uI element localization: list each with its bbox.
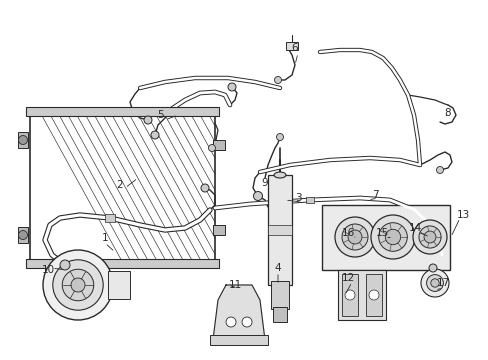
Text: 12: 12 (341, 273, 354, 283)
Circle shape (436, 166, 443, 174)
Ellipse shape (273, 282, 285, 288)
Circle shape (430, 279, 438, 287)
Circle shape (43, 250, 113, 320)
Text: 15: 15 (375, 228, 388, 238)
Bar (365, 274, 381, 316)
Circle shape (151, 131, 159, 139)
Circle shape (368, 290, 378, 300)
Bar (18, 132, 28, 148)
Circle shape (341, 224, 367, 250)
Circle shape (276, 134, 283, 140)
Text: 3: 3 (294, 193, 301, 203)
Circle shape (143, 116, 152, 124)
Circle shape (334, 217, 374, 257)
Text: 14: 14 (407, 223, 421, 233)
Text: 5: 5 (156, 110, 163, 120)
Bar (337, 270, 385, 320)
Bar (30, 110, 215, 265)
Circle shape (274, 77, 281, 84)
Polygon shape (213, 285, 264, 340)
Circle shape (378, 223, 407, 251)
Circle shape (385, 229, 400, 245)
Text: 13: 13 (455, 210, 468, 220)
Ellipse shape (273, 172, 285, 178)
Text: 17: 17 (435, 278, 448, 288)
Bar (341, 274, 357, 316)
Bar (105, 214, 115, 222)
Circle shape (71, 278, 85, 292)
Text: 2: 2 (117, 180, 123, 190)
Circle shape (370, 215, 414, 259)
Circle shape (225, 317, 236, 327)
Text: 7: 7 (371, 190, 378, 200)
Circle shape (418, 226, 440, 248)
Bar (267, 225, 291, 235)
Circle shape (253, 192, 262, 201)
Text: 16: 16 (341, 228, 354, 238)
Text: 1: 1 (102, 233, 108, 243)
Circle shape (60, 260, 70, 270)
Text: 6: 6 (291, 43, 298, 53)
Text: 10: 10 (41, 265, 55, 275)
Text: 9: 9 (261, 178, 268, 188)
Circle shape (426, 275, 443, 291)
Bar (213, 140, 224, 150)
Bar (272, 307, 286, 322)
Bar (305, 197, 313, 203)
Circle shape (227, 83, 236, 91)
Bar (26, 107, 219, 116)
Circle shape (420, 269, 448, 297)
Bar (108, 271, 130, 299)
Circle shape (428, 264, 436, 272)
Bar (321, 205, 449, 270)
Circle shape (242, 317, 251, 327)
Bar (209, 335, 267, 345)
Circle shape (19, 135, 27, 144)
Circle shape (62, 269, 94, 301)
Bar (18, 227, 28, 243)
Circle shape (345, 290, 354, 300)
Bar (213, 225, 224, 235)
Bar (267, 175, 291, 285)
Circle shape (347, 230, 361, 244)
Bar (26, 259, 219, 268)
Circle shape (208, 144, 215, 152)
Circle shape (201, 184, 208, 192)
Text: 4: 4 (274, 263, 281, 273)
Text: 11: 11 (228, 280, 241, 290)
Text: 8: 8 (444, 108, 450, 118)
Bar (285, 42, 297, 50)
Circle shape (423, 231, 435, 243)
Circle shape (19, 230, 27, 239)
Circle shape (412, 220, 446, 254)
Circle shape (53, 260, 103, 310)
Bar (270, 281, 288, 309)
